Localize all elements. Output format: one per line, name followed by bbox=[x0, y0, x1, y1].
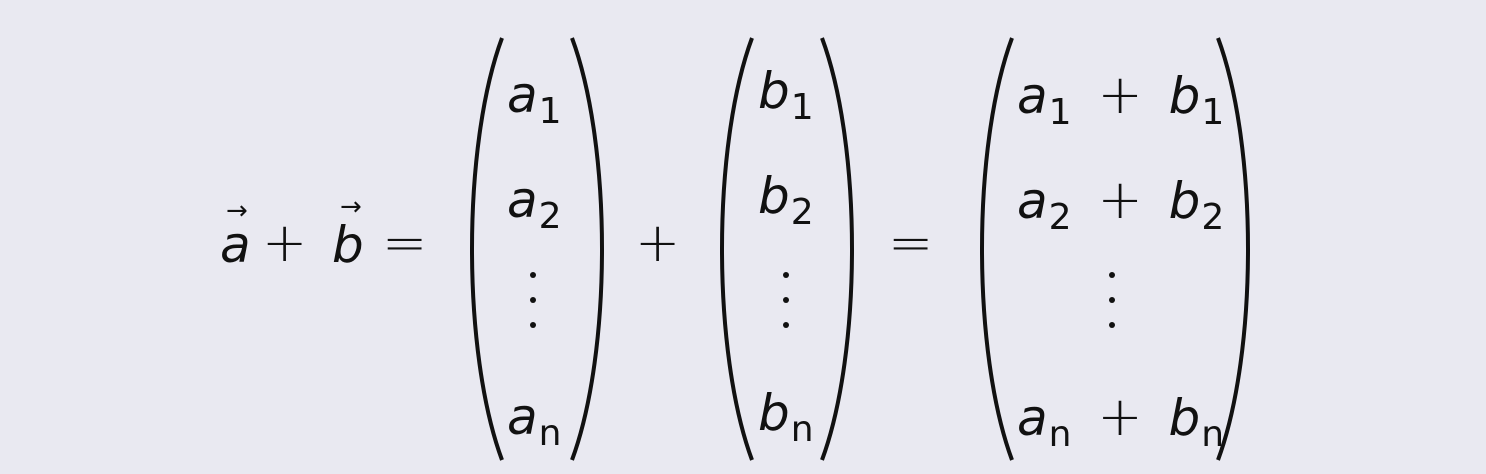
sum-entry-n: an + bn bbox=[1017, 385, 1225, 455]
lhs-equals-sign: = bbox=[382, 211, 428, 274]
vector-b-vertical-ellipsis bbox=[783, 272, 789, 330]
vector-a-entry-2: a2 bbox=[507, 171, 562, 237]
vector-b-symbol: → b bbox=[332, 194, 364, 270]
vector-b-entry-2: b2 bbox=[758, 167, 814, 233]
sum-entry-1: a1 + b1 bbox=[1017, 63, 1225, 133]
vector-arrow-a: → bbox=[226, 196, 248, 226]
vector-arrow-b: → bbox=[340, 192, 362, 222]
vector-b-entry-1: b1 bbox=[758, 62, 814, 128]
vector-a-letter: a bbox=[220, 216, 251, 274]
vector-a-vertical-ellipsis bbox=[530, 272, 536, 330]
vector-b-letter: b bbox=[332, 216, 364, 274]
lhs-plus-sign: + bbox=[262, 211, 308, 274]
vector-b-entry-n: bn bbox=[758, 384, 814, 450]
sum-entry-2: a2 + b2 bbox=[1017, 168, 1225, 238]
vector-a-symbol: → a bbox=[220, 198, 251, 270]
sum-vertical-ellipsis bbox=[1109, 272, 1115, 330]
sum-left-paren bbox=[980, 37, 1014, 461]
sum-right-paren bbox=[1216, 37, 1250, 461]
vector-a-left-paren bbox=[470, 37, 504, 461]
vector-a-entry-n: an bbox=[507, 388, 562, 454]
vector-a-entry-1: a1 bbox=[507, 66, 562, 132]
vector-a-right-paren bbox=[570, 37, 604, 461]
middle-plus-sign: + bbox=[635, 211, 681, 274]
middle-equals-sign: = bbox=[888, 211, 934, 274]
vector-b-right-paren bbox=[820, 37, 854, 461]
vector-b-left-paren bbox=[720, 37, 754, 461]
